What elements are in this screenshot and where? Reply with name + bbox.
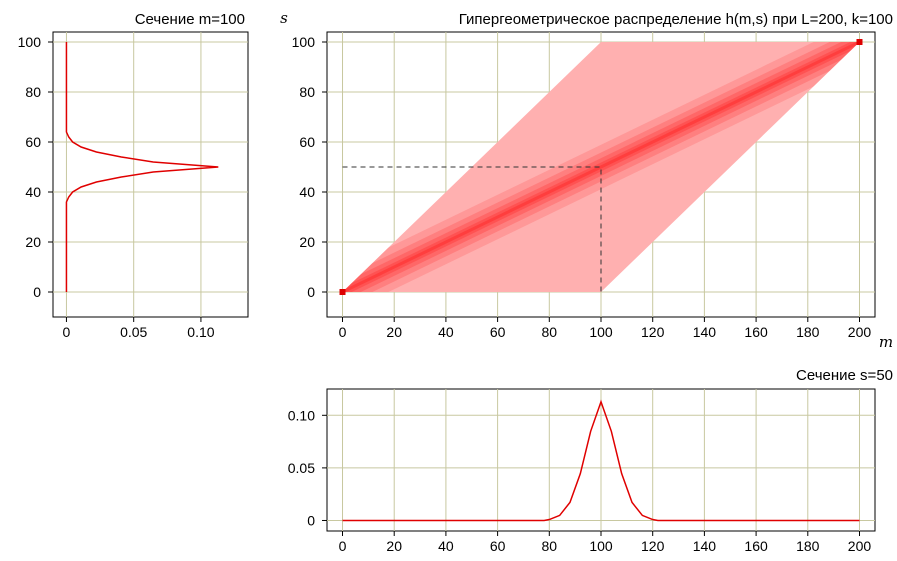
left-tick-labels: 0 0.05 0.10 0 20 40 60 80 100 xyxy=(18,34,215,340)
x-tick-label: 140 xyxy=(693,324,717,340)
x-tick-label: 60 xyxy=(490,538,506,554)
corner-marker xyxy=(339,289,346,295)
bottom-section-chart: 0 20 40 60 80 100 120 140 160 180 200 0 0.05 0.10 xyxy=(288,388,876,554)
x-tick-label: 0 xyxy=(339,538,347,554)
x-tick-label: 40 xyxy=(438,538,454,554)
y-tick-label: 100 xyxy=(18,34,42,50)
x-tick-label: 80 xyxy=(542,538,558,554)
y-tick-label: 0.10 xyxy=(288,407,315,423)
y-tick-label: 40 xyxy=(299,184,315,200)
y-tick-label: 20 xyxy=(299,234,315,250)
y-tick-label: 80 xyxy=(25,84,41,100)
x-tick-label: 160 xyxy=(744,538,768,554)
left-grid xyxy=(53,32,248,317)
x-tick-label: 140 xyxy=(693,538,717,554)
x-tick-label: 20 xyxy=(386,324,402,340)
y-tick-label: 0 xyxy=(307,512,315,528)
left-plot-frame xyxy=(52,31,249,318)
x-tick-label: 80 xyxy=(542,324,558,340)
main-panel-title: Гипергеометрическое распределение h(m,s)… xyxy=(459,11,893,28)
y-tick-label: 40 xyxy=(25,184,41,200)
x-tick-label: 200 xyxy=(848,324,872,340)
x-tick-label: 0 xyxy=(63,324,71,340)
x-tick-label: 20 xyxy=(386,538,402,554)
y-tick-label: 0.05 xyxy=(288,460,315,476)
x-tick-label: 0 xyxy=(339,324,347,340)
x-tick-label: 180 xyxy=(796,324,820,340)
bottom-tick-labels: 0 20 40 60 80 100 120 140 160 180 200 0 0.05 0.10 xyxy=(288,407,872,554)
left-section-chart: 0 0.05 0.10 0 20 40 60 80 100 xyxy=(18,31,249,340)
y-tick-label: 100 xyxy=(292,34,316,50)
bottom-section-line xyxy=(342,399,860,522)
bottom-section-curve xyxy=(342,399,860,522)
x-tick-label: 200 xyxy=(848,538,872,554)
main-tick-labels: 0 20 40 60 80 100 120 140 160 180 200 0 20 40 60 80 100 xyxy=(292,34,872,340)
y-tick-label: 0 xyxy=(33,284,41,300)
main-heatmap-region xyxy=(339,39,863,295)
x-tick-label: 120 xyxy=(641,538,665,554)
y-tick-label: 20 xyxy=(25,234,41,250)
corner-marker xyxy=(856,39,863,45)
left-section-curve xyxy=(65,42,219,292)
left-section-line xyxy=(65,42,219,292)
y-tick-label: 80 xyxy=(299,84,315,100)
ridge-band xyxy=(342,42,860,292)
x-tick-label: 180 xyxy=(796,538,820,554)
bottom-panel-title: Сечение s=50 xyxy=(796,367,893,384)
x-tick-label: 100 xyxy=(589,324,613,340)
left-panel-title: Сечение m=100 xyxy=(135,11,245,28)
x-tick-label: 0.10 xyxy=(187,324,214,340)
y-tick-label: 60 xyxy=(299,134,315,150)
main-y-axis-name: s xyxy=(280,9,288,27)
x-tick-label: 120 xyxy=(641,324,665,340)
y-tick-label: 60 xyxy=(25,134,41,150)
y-tick-label: 0 xyxy=(307,284,315,300)
x-tick-label: 60 xyxy=(490,324,506,340)
x-tick-label: 100 xyxy=(589,538,613,554)
main-heatmap-chart: 0 20 40 60 80 100 120 140 160 180 200 0 20 40 60 80 100 xyxy=(292,31,876,340)
main-x-axis-name: m xyxy=(879,333,893,351)
x-tick-label: 0.05 xyxy=(120,324,147,340)
ridge-line xyxy=(342,42,860,292)
x-tick-label: 40 xyxy=(438,324,454,340)
x-tick-label: 160 xyxy=(744,324,768,340)
